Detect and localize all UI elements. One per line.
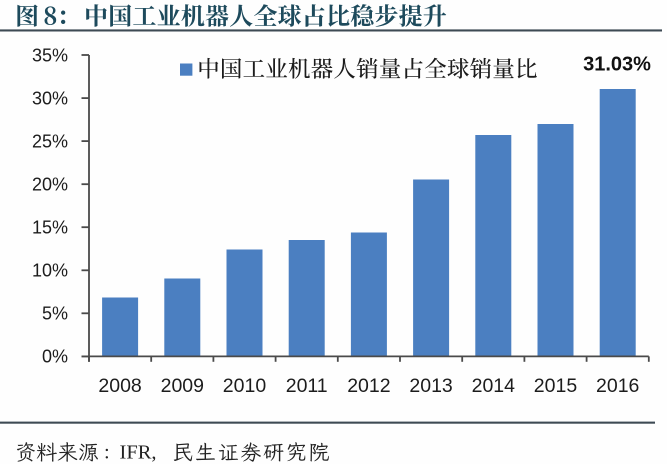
svg-text:15%: 15%: [32, 218, 68, 238]
svg-text:2012: 2012: [347, 375, 390, 397]
svg-text:31.03%: 31.03%: [583, 54, 651, 76]
svg-text:35%: 35%: [32, 45, 68, 65]
svg-text:2008: 2008: [98, 375, 141, 397]
svg-text:2013: 2013: [409, 375, 452, 397]
svg-text:0%: 0%: [42, 347, 68, 367]
svg-text:2015: 2015: [534, 375, 578, 397]
svg-text:2014: 2014: [472, 375, 516, 397]
svg-text::: :: [104, 442, 110, 464]
svg-text:2011: 2011: [286, 375, 328, 397]
svg-text:20%: 20%: [32, 175, 68, 195]
svg-text:30%: 30%: [32, 88, 68, 108]
svg-text:IFR,: IFR,: [120, 442, 157, 464]
svg-text:25%: 25%: [32, 131, 68, 151]
svg-text:5%: 5%: [42, 304, 68, 324]
svg-text:2010: 2010: [223, 375, 267, 397]
svg-text:2009: 2009: [161, 375, 204, 397]
svg-text:2016: 2016: [596, 375, 639, 397]
svg-text:10%: 10%: [32, 261, 68, 281]
